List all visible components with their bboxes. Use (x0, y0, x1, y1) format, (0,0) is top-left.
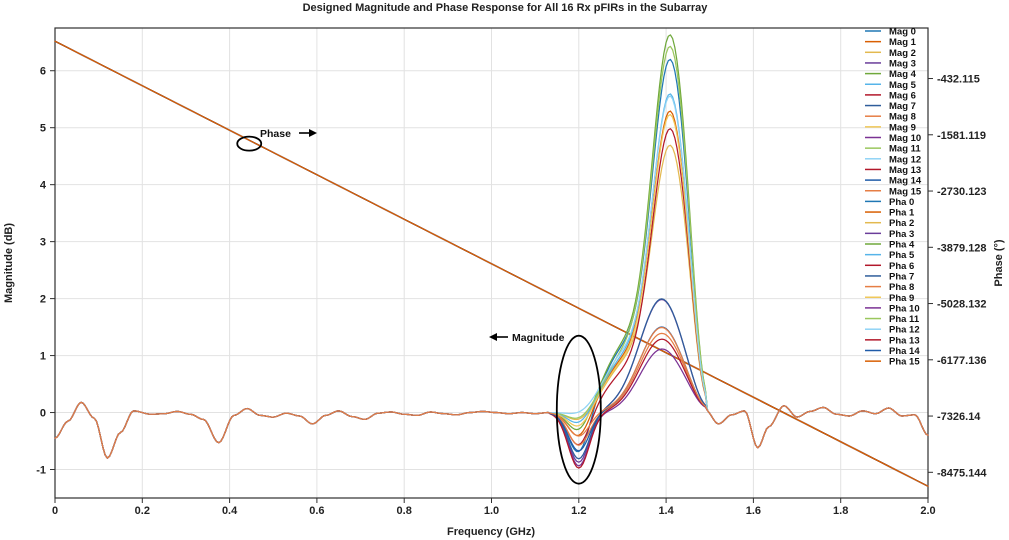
x-tick-label-0: 0 (52, 505, 58, 517)
legend-label-pha-12: Pha 12 (889, 325, 920, 336)
x-tick-label-8: 1.6 (746, 505, 761, 517)
legend-label-mag-11: Mag 11 (889, 144, 921, 155)
right-y-tick-label-5: -6177.136 (937, 355, 987, 367)
right-y-tick-label-2: -2730.123 (937, 186, 987, 198)
chart-title: Designed Magnitude and Phase Response fo… (303, 2, 709, 14)
right-y-tick-label-4: -5028.132 (937, 299, 987, 311)
legend-label-pha-6: Pha 6 (889, 261, 914, 272)
right-y-tick-label-1: -1581.119 (937, 130, 986, 142)
x-tick-label-2: 0.4 (222, 505, 238, 517)
left-y-tick-label-6: 5 (40, 123, 46, 135)
legend-label-mag-3: Mag 3 (889, 58, 916, 69)
legend-label-mag-10: Mag 10 (889, 133, 921, 144)
phase-marker-ellipse (236, 135, 263, 152)
legend-label-mag-2: Mag 2 (889, 48, 916, 59)
phase-annotation-label: Phase (260, 128, 291, 140)
legend-label-mag-9: Mag 9 (889, 122, 916, 133)
magnitude-series-layer (54, 34, 929, 469)
left-y-tick-label-4: 3 (40, 237, 46, 249)
legend-label-pha-13: Pha 13 (889, 335, 920, 346)
x-axis-label: Frequency (GHz) (447, 526, 535, 538)
legend-label-pha-3: Pha 3 (889, 229, 914, 240)
legend-label-pha-10: Pha 10 (889, 303, 920, 314)
legend-label-mag-0: Mag 0 (889, 27, 916, 38)
legend-label-pha-8: Pha 8 (889, 282, 914, 293)
left-y-tick-label-7: 6 (40, 66, 46, 78)
left-y-axis-label: Magnitude (dB) (3, 223, 15, 303)
series-line-pha-15 (54, 40, 929, 487)
left-y-tick-label-2: 1 (40, 351, 46, 363)
right-y-tick-label-0: -432.115 (937, 74, 980, 86)
x-tick-label-10: 2.0 (920, 505, 935, 517)
legend-label-mag-6: Mag 6 (889, 90, 916, 101)
right-y-tick-label-3: -3879.128 (937, 242, 987, 254)
magnitude-marker-ellipse (555, 334, 602, 485)
legend-label-pha-15: Pha 15 (889, 357, 920, 368)
legend-label-mag-13: Mag 13 (889, 165, 921, 176)
x-tick-label-3: 0.6 (309, 505, 324, 517)
x-tick-label-4: 0.8 (397, 505, 412, 517)
left-y-tick-label-3: 2 (40, 294, 46, 306)
phase-series-layer (54, 40, 929, 487)
x-tick-label-7: 1.4 (658, 505, 674, 517)
left-y-tick-label-0: -1 (36, 465, 46, 477)
series-line-mag-15 (54, 326, 929, 459)
right-y-tick-label-6: -7326.14 (937, 411, 981, 423)
legend-label-pha-4: Pha 4 (889, 240, 915, 251)
phase-arrow-head (309, 129, 317, 137)
legend-label-pha-11: Pha 11 (889, 314, 920, 325)
magnitude-arrow-head (489, 333, 497, 341)
legend-label-mag-7: Mag 7 (889, 101, 916, 112)
x-tick-label-1: 0.2 (135, 505, 150, 517)
legend-label-mag-12: Mag 12 (889, 154, 921, 165)
legend-label-mag-14: Mag 14 (889, 176, 922, 187)
legend-label-mag-5: Mag 5 (889, 80, 917, 91)
legend-label-mag-8: Mag 8 (889, 112, 916, 123)
legend-label-mag-4: Mag 4 (889, 69, 917, 80)
right-y-axis-label: Phase (°) (993, 239, 1005, 287)
legend-label-mag-15: Mag 15 (889, 186, 922, 197)
label-layer: 0 0.2 0.4 0.6 0.8 1.0 1.2 1.4 1.6 1.8 2.0 -1 0 1 2 3 4 5 6… (3, 2, 1005, 538)
legend-label-pha-5: Pha 5 (889, 250, 915, 261)
legend-label-pha-7: Pha 7 (889, 271, 914, 282)
legend-label-pha-14: Pha 14 (889, 346, 920, 357)
x-tick-label-9: 1.8 (833, 505, 848, 517)
x-tick-label-5: 1.0 (484, 505, 499, 517)
x-tick-label-6: 1.2 (571, 505, 586, 517)
right-y-tick-label-7: -8475.144 (937, 467, 987, 479)
left-y-tick-label-5: 4 (40, 180, 47, 192)
left-y-tick-label-1: 0 (40, 408, 46, 420)
legend-label-pha-2: Pha 2 (889, 218, 914, 229)
magnitude-annotation-label: Magnitude (512, 332, 565, 344)
annotation-layer: Phase Magnitude (236, 128, 602, 485)
axis-layer (50, 27, 933, 503)
legend-label-pha-1: Pha 1 (889, 208, 915, 219)
legend-label-pha-0: Pha 0 (889, 197, 914, 208)
legend-label-mag-1: Mag 1 (889, 37, 917, 48)
legend-label-pha-9: Pha 9 (889, 293, 914, 304)
